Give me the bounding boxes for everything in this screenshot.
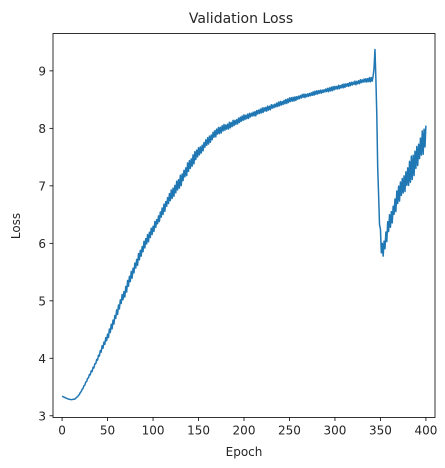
chart-title: Validation Loss [189,11,293,27]
x-tick-label: 250 [278,424,301,438]
y-tick-label: 5 [38,294,46,308]
y-tick-label: 4 [38,352,46,366]
x-tick-label: 50 [100,424,115,438]
x-tick-label: 150 [187,424,210,438]
y-axis-ticks: 3 4 5 6 7 8 9 [38,64,53,423]
y-tick-label: 7 [38,179,46,193]
x-tick-label: 100 [142,424,165,438]
plot-area [61,48,427,401]
x-axis-ticks: 0 50 100 150 200 250 300 350 400 [58,417,437,438]
y-tick-label: 8 [38,122,46,136]
x-tick-label: 200 [233,424,256,438]
y-tick-label: 6 [38,237,46,251]
x-tick-label: 300 [323,424,346,438]
y-axis-label: Loss [9,213,23,239]
plot-frame [52,33,436,418]
loss-series-line [61,48,427,401]
x-tick-label: 0 [58,424,66,438]
y-tick-label: 3 [38,409,46,423]
x-tick-label: 400 [414,424,437,438]
x-tick-label: 350 [369,424,392,438]
y-tick-label: 9 [38,64,46,78]
x-axis-label: Epoch [226,445,263,459]
